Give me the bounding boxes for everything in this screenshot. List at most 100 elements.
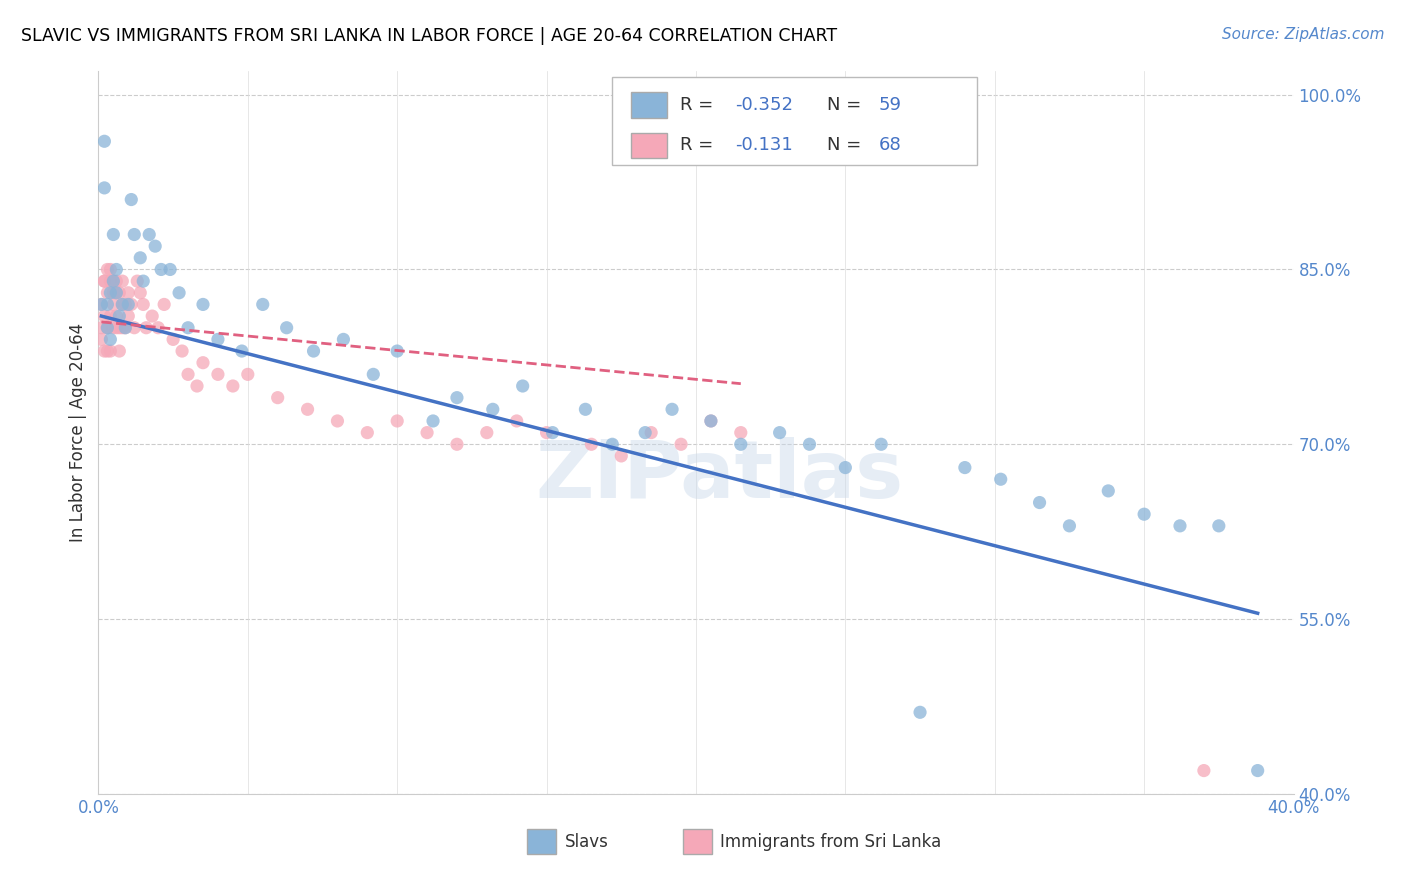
Point bbox=[148, 320, 170, 334]
Point bbox=[1168, 519, 1191, 533]
Point bbox=[114, 320, 136, 334]
Point bbox=[129, 251, 152, 265]
Point bbox=[186, 379, 208, 393]
Text: Source: ZipAtlas.com: Source: ZipAtlas.com bbox=[1222, 27, 1385, 42]
Point bbox=[105, 309, 128, 323]
Point bbox=[512, 379, 534, 393]
Point bbox=[93, 181, 115, 195]
Point bbox=[1028, 495, 1050, 509]
Point bbox=[114, 297, 136, 311]
Point bbox=[834, 460, 856, 475]
Point bbox=[640, 425, 662, 440]
Point bbox=[191, 356, 214, 370]
Point bbox=[159, 262, 181, 277]
Point bbox=[908, 706, 931, 720]
Point bbox=[90, 320, 112, 334]
Point bbox=[276, 320, 298, 334]
Point bbox=[326, 414, 349, 428]
Point bbox=[93, 344, 115, 359]
Point bbox=[105, 285, 128, 300]
Point bbox=[162, 332, 184, 346]
Point bbox=[96, 320, 118, 334]
Point bbox=[111, 274, 134, 288]
Point bbox=[799, 437, 821, 451]
Text: ZIPatlas: ZIPatlas bbox=[536, 437, 904, 515]
Point bbox=[111, 297, 134, 311]
Point bbox=[1059, 519, 1081, 533]
Point bbox=[105, 320, 128, 334]
Point bbox=[111, 320, 134, 334]
Point bbox=[141, 309, 163, 323]
Point bbox=[120, 297, 142, 311]
Point bbox=[150, 262, 173, 277]
Point bbox=[108, 309, 131, 323]
FancyBboxPatch shape bbox=[683, 829, 711, 854]
Point bbox=[114, 320, 136, 334]
Point bbox=[153, 297, 176, 311]
Point bbox=[177, 320, 200, 334]
Point bbox=[108, 285, 131, 300]
Point bbox=[117, 297, 139, 311]
Point bbox=[302, 344, 325, 359]
Point bbox=[132, 274, 155, 288]
Point bbox=[416, 425, 439, 440]
Point bbox=[769, 425, 792, 440]
Text: 59: 59 bbox=[879, 95, 901, 113]
Point bbox=[93, 134, 115, 148]
Y-axis label: In Labor Force | Age 20-64: In Labor Force | Age 20-64 bbox=[69, 323, 87, 542]
Point bbox=[93, 274, 115, 288]
Text: Immigrants from Sri Lanka: Immigrants from Sri Lanka bbox=[720, 832, 941, 851]
Point bbox=[96, 262, 118, 277]
FancyBboxPatch shape bbox=[631, 92, 668, 118]
Point bbox=[385, 344, 409, 359]
Point bbox=[953, 460, 976, 475]
Text: N =: N = bbox=[827, 95, 868, 113]
Point bbox=[103, 227, 125, 242]
Point bbox=[506, 414, 529, 428]
Point bbox=[222, 379, 245, 393]
Point bbox=[610, 449, 633, 463]
Point bbox=[96, 344, 118, 359]
Text: Slavs: Slavs bbox=[565, 832, 609, 851]
Point bbox=[536, 425, 558, 440]
Point bbox=[870, 437, 893, 451]
Point bbox=[700, 414, 723, 428]
Point bbox=[297, 402, 319, 417]
Point bbox=[108, 320, 131, 334]
Point bbox=[1097, 483, 1119, 498]
Text: R =: R = bbox=[681, 136, 720, 154]
Point bbox=[117, 285, 139, 300]
Point bbox=[98, 262, 122, 277]
Point bbox=[98, 274, 122, 288]
Point bbox=[177, 368, 200, 382]
Point bbox=[581, 437, 603, 451]
Point bbox=[332, 332, 354, 346]
Point bbox=[730, 437, 752, 451]
Point bbox=[730, 425, 752, 440]
Point bbox=[98, 344, 122, 359]
Point bbox=[475, 425, 498, 440]
Point bbox=[363, 368, 385, 382]
Point bbox=[90, 297, 112, 311]
Point bbox=[231, 344, 253, 359]
Point bbox=[1247, 764, 1270, 778]
Point bbox=[356, 425, 378, 440]
Text: SLAVIC VS IMMIGRANTS FROM SRI LANKA IN LABOR FORCE | AGE 20-64 CORRELATION CHART: SLAVIC VS IMMIGRANTS FROM SRI LANKA IN L… bbox=[21, 27, 837, 45]
Point bbox=[634, 425, 657, 440]
Point bbox=[669, 437, 692, 451]
Text: 68: 68 bbox=[879, 136, 901, 154]
Point bbox=[207, 332, 229, 346]
FancyBboxPatch shape bbox=[631, 133, 668, 158]
Point bbox=[207, 368, 229, 382]
Point bbox=[120, 193, 142, 207]
Point bbox=[103, 274, 125, 288]
Point bbox=[93, 274, 115, 288]
Point bbox=[135, 320, 157, 334]
Point bbox=[252, 297, 274, 311]
Point bbox=[990, 472, 1012, 486]
Point bbox=[98, 285, 122, 300]
Point bbox=[661, 402, 683, 417]
Point bbox=[1192, 764, 1215, 778]
Point bbox=[138, 227, 160, 242]
Point bbox=[90, 297, 112, 311]
